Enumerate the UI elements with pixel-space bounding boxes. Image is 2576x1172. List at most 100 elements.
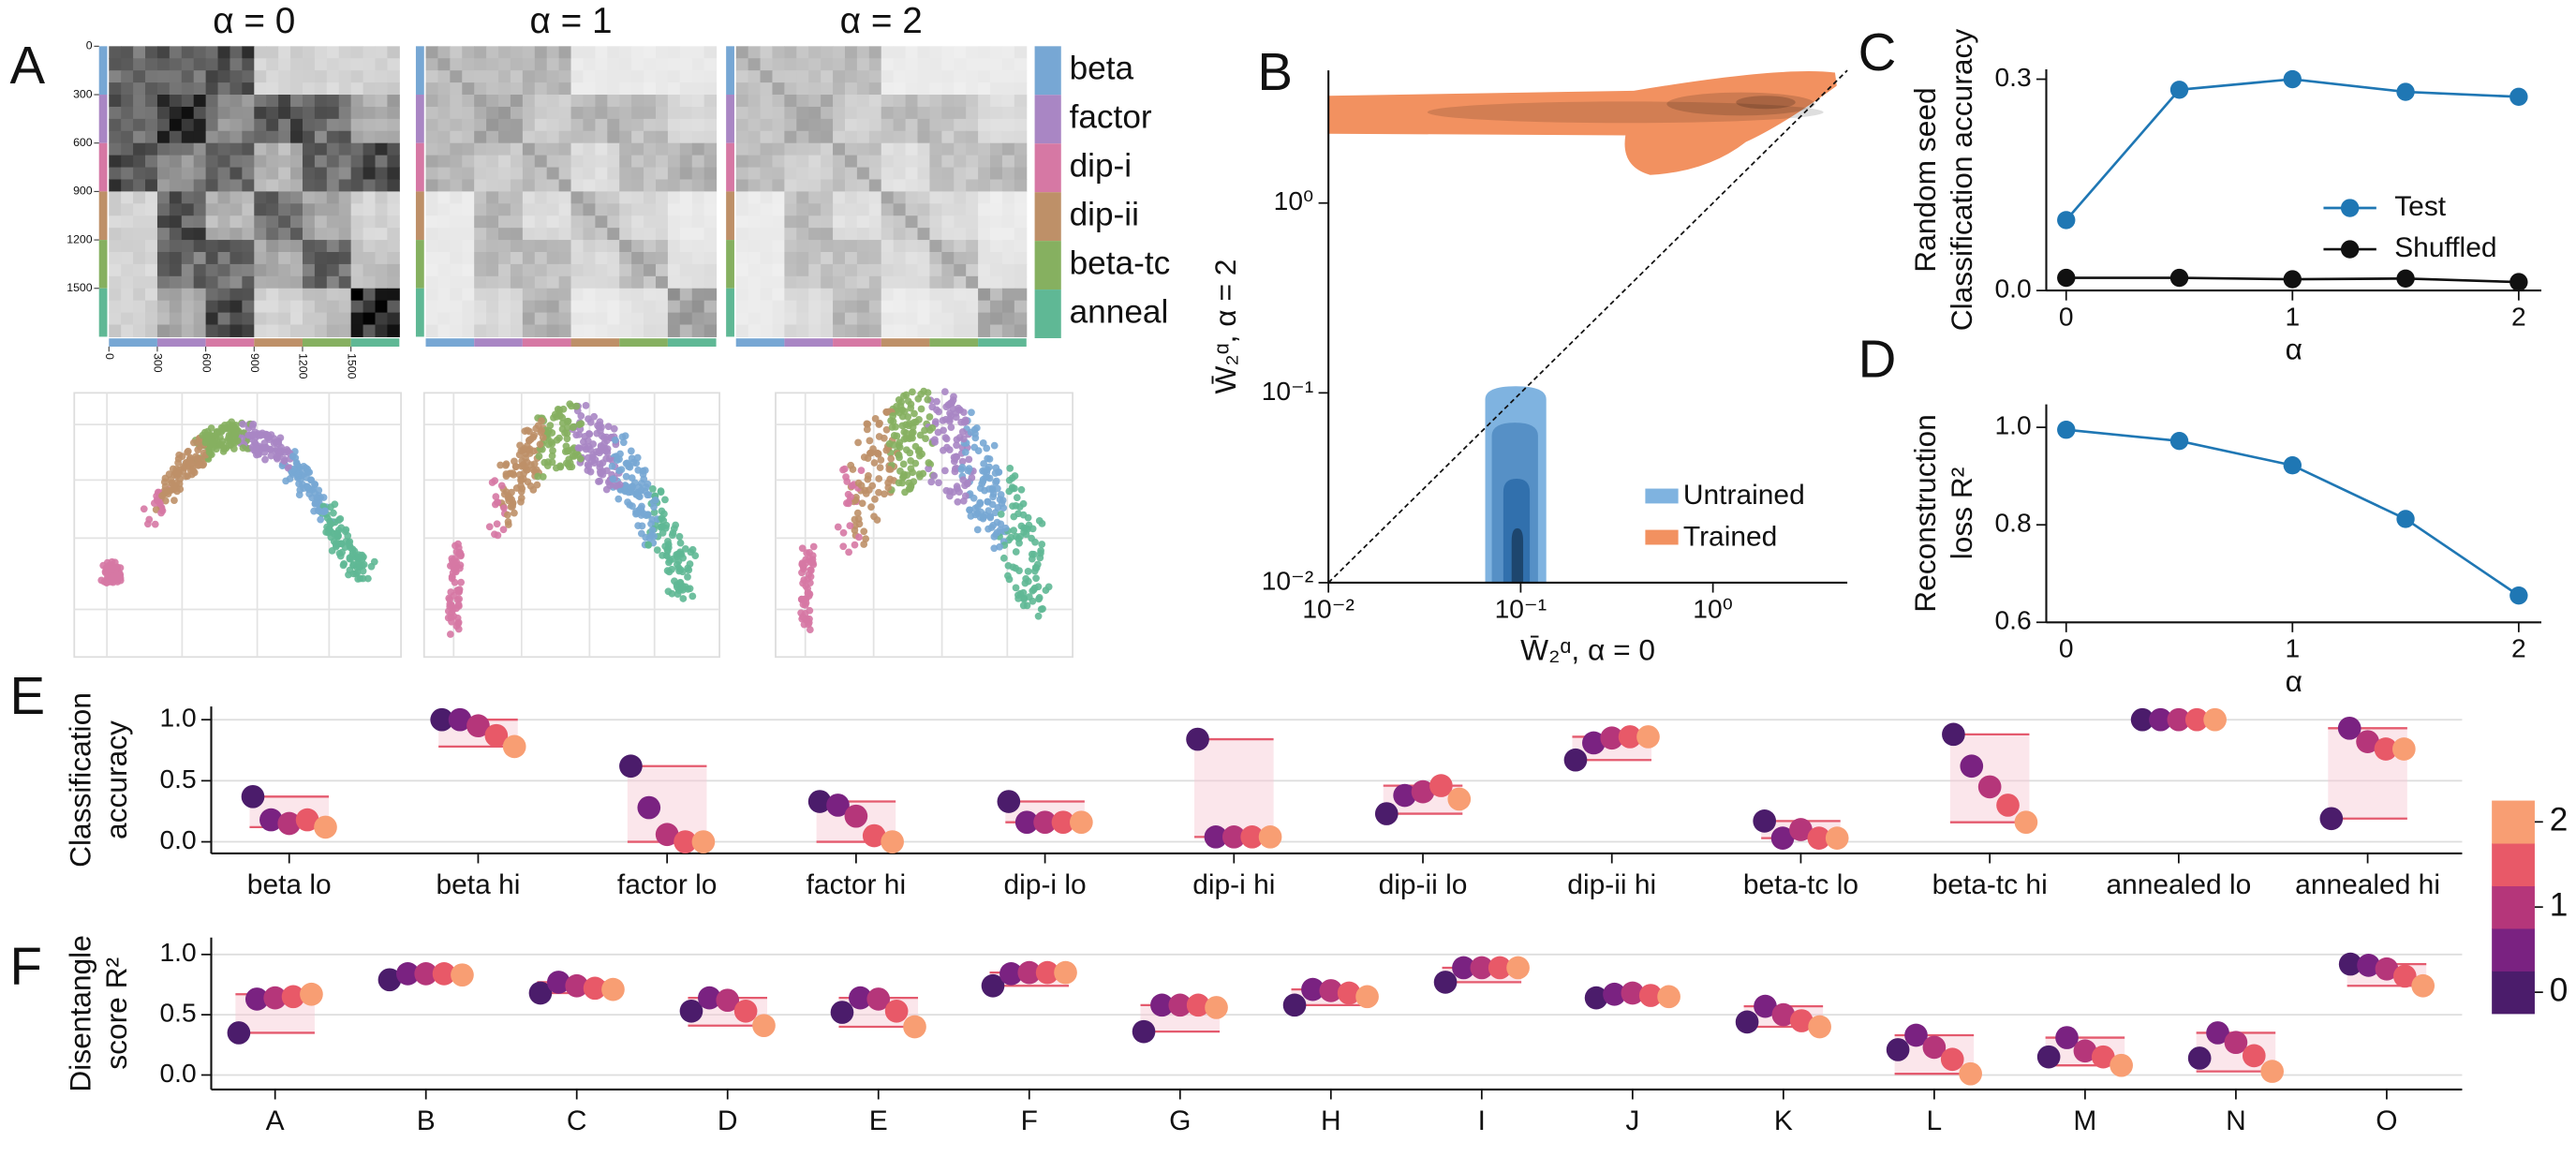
heatmap-cell [735, 240, 749, 253]
heatmap-cell [808, 82, 822, 96]
point [2411, 973, 2435, 998]
heatmap-cell [254, 95, 267, 108]
heatmap-cell [735, 142, 749, 156]
embedding-point [231, 430, 240, 438]
group-strip [415, 142, 424, 192]
heatmap-cell [522, 300, 536, 314]
embedding-point [990, 441, 999, 450]
group-strip [415, 288, 424, 337]
heatmap-cell [679, 106, 693, 120]
heatmap-cell [254, 70, 267, 83]
embedding-point [679, 595, 688, 602]
heatmap-cell [387, 82, 400, 96]
heatmap-cell [205, 263, 219, 277]
heatmap-cell [796, 106, 809, 120]
heatmap-cell [338, 155, 352, 169]
heatmap-cell [450, 82, 463, 96]
embedding-point [935, 408, 942, 416]
embedding-point [997, 520, 1005, 528]
legend-label: dip-ii [1070, 196, 1139, 232]
heatmap-cell [217, 82, 230, 96]
embedding-point [274, 453, 282, 462]
point [547, 971, 570, 994]
embedding-point [327, 503, 334, 512]
embedding-point [569, 423, 577, 431]
heatmap-cell [583, 275, 596, 289]
embedding-point [1024, 567, 1032, 575]
heatmap-cell [534, 46, 548, 59]
embedding-point [526, 482, 535, 490]
heatmap-cell [570, 167, 584, 180]
x-tick-label: 300 [152, 353, 165, 373]
heatmap-cell [655, 324, 669, 337]
heatmap-cell [474, 275, 487, 289]
heatmap-cell [387, 228, 400, 241]
point [1051, 810, 1075, 835]
heatmap-cell [109, 179, 122, 192]
heatmap-cell [169, 288, 183, 302]
embedding-point [895, 451, 903, 459]
heatmap-cell [990, 130, 1003, 144]
heatmap-cell [703, 46, 718, 59]
embedding-point [931, 436, 939, 444]
point [2184, 707, 2209, 732]
heatmap-cell [266, 228, 279, 241]
embedding-point [187, 460, 196, 467]
heatmap-cell [691, 106, 705, 120]
heatmap-cell [760, 142, 773, 156]
embedding-point [953, 441, 960, 450]
embedding-point [957, 466, 966, 473]
heatmap-cell [387, 70, 400, 83]
embedding-point [806, 626, 814, 633]
heatmap-cell [844, 142, 858, 156]
heatmap-cell [808, 155, 822, 169]
heatmap-cell [784, 275, 797, 289]
point [1488, 956, 1512, 980]
embedding-point [1019, 511, 1028, 519]
embedding-point [686, 585, 694, 593]
heatmap-cell [486, 240, 499, 253]
heatmap-cell [290, 312, 303, 326]
group-strip [98, 240, 108, 289]
heatmap-cell [302, 142, 316, 156]
heatmap-cell [546, 155, 560, 169]
heatmap-cell [808, 179, 822, 192]
embedding-point [494, 531, 502, 540]
embedding-point [497, 482, 506, 490]
heatmap-cell [796, 203, 809, 216]
point [2396, 510, 2415, 528]
heatmap-cell [619, 324, 632, 337]
heatmap-cell [217, 130, 230, 144]
heatmap-cell [667, 324, 681, 337]
embedding-point [645, 534, 654, 542]
heatmap-cell [145, 142, 158, 156]
point [2149, 707, 2172, 732]
heatmap-cell [169, 251, 183, 265]
heatmap-cell [363, 179, 377, 192]
heatmap-cell [387, 155, 400, 169]
heatmap-cell [462, 179, 475, 192]
heatmap-cell [217, 70, 230, 83]
heatmap-cell [242, 46, 255, 59]
x-axis-label: W̄₂ᵅ, α = 0 [1520, 632, 1655, 666]
heatmap-cell [145, 324, 158, 337]
embedding-point [845, 548, 852, 556]
heatmap-cell [1001, 70, 1015, 83]
embedding-point [904, 413, 912, 421]
heatmap-cell [510, 288, 524, 302]
embedding-point [862, 489, 870, 497]
group-strip [570, 338, 620, 348]
heatmap-cell [486, 263, 499, 277]
heatmap-cell [1001, 240, 1015, 253]
heatmap-cell [631, 95, 644, 108]
heatmap-cell [691, 130, 705, 144]
embedding-point [906, 484, 914, 493]
heatmap-cell [510, 118, 524, 132]
heatmap-cell [868, 288, 882, 302]
heatmap-cell [450, 70, 463, 83]
heatmap-cell [181, 46, 195, 59]
group-strip [98, 142, 108, 192]
heatmap-cell [844, 324, 858, 337]
heatmap-cell [691, 142, 705, 156]
point [1825, 826, 1849, 850]
